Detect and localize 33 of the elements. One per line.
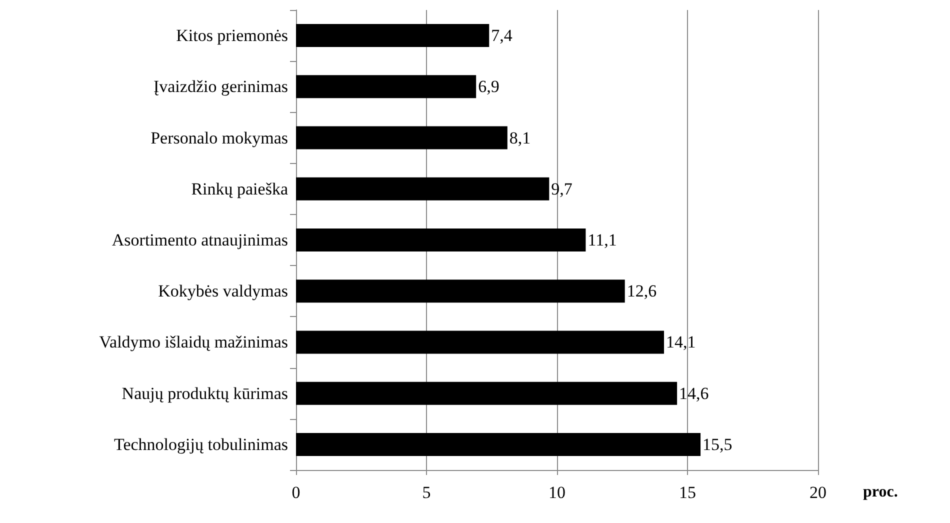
x-axis-title: proc.	[863, 484, 898, 500]
data-label: 14,1	[666, 332, 696, 352]
data-label: 7,4	[491, 26, 513, 46]
y-tick-label: Asortimento atnaujinimas	[112, 230, 288, 250]
x-tick-label: 15	[679, 483, 696, 502]
bar	[296, 432, 701, 456]
x-tick-label: 20	[810, 483, 826, 502]
y-tick-label: Naujų produktų kūrimas	[122, 384, 288, 403]
x-tick-label: 0	[292, 483, 300, 502]
data-label: 14,6	[679, 384, 709, 403]
y-tick-label: Valdymo išlaidų mažinimas	[99, 332, 288, 352]
x-tick-label: 10	[548, 483, 566, 502]
bar	[296, 382, 678, 405]
data-label: 11,1	[588, 230, 617, 250]
bar	[296, 228, 586, 252]
y-tick-label: Kokybės valdymas	[158, 282, 288, 301]
bar	[296, 330, 664, 354]
bar	[296, 24, 490, 48]
data-label: 15,5	[702, 434, 732, 454]
data-label: 8,1	[509, 128, 531, 148]
bar	[296, 75, 476, 98]
y-tick-label: Technologijų tobulinimas	[114, 434, 288, 454]
data-label: 9,7	[551, 179, 573, 198]
bar	[296, 177, 550, 200]
data-label: 12,6	[626, 282, 657, 301]
x-tick-label: 5	[422, 483, 431, 502]
y-tick-label: Įvaizdžio gerinimas	[153, 77, 288, 96]
y-tick-label: Kitos priemonės	[176, 26, 288, 46]
data-label: 6,9	[478, 77, 500, 96]
y-tick-label: Personalo mokymas	[150, 128, 288, 148]
y-tick-label: Rinkų paieška	[191, 179, 288, 198]
bar	[296, 280, 625, 303]
bar	[296, 126, 508, 150]
